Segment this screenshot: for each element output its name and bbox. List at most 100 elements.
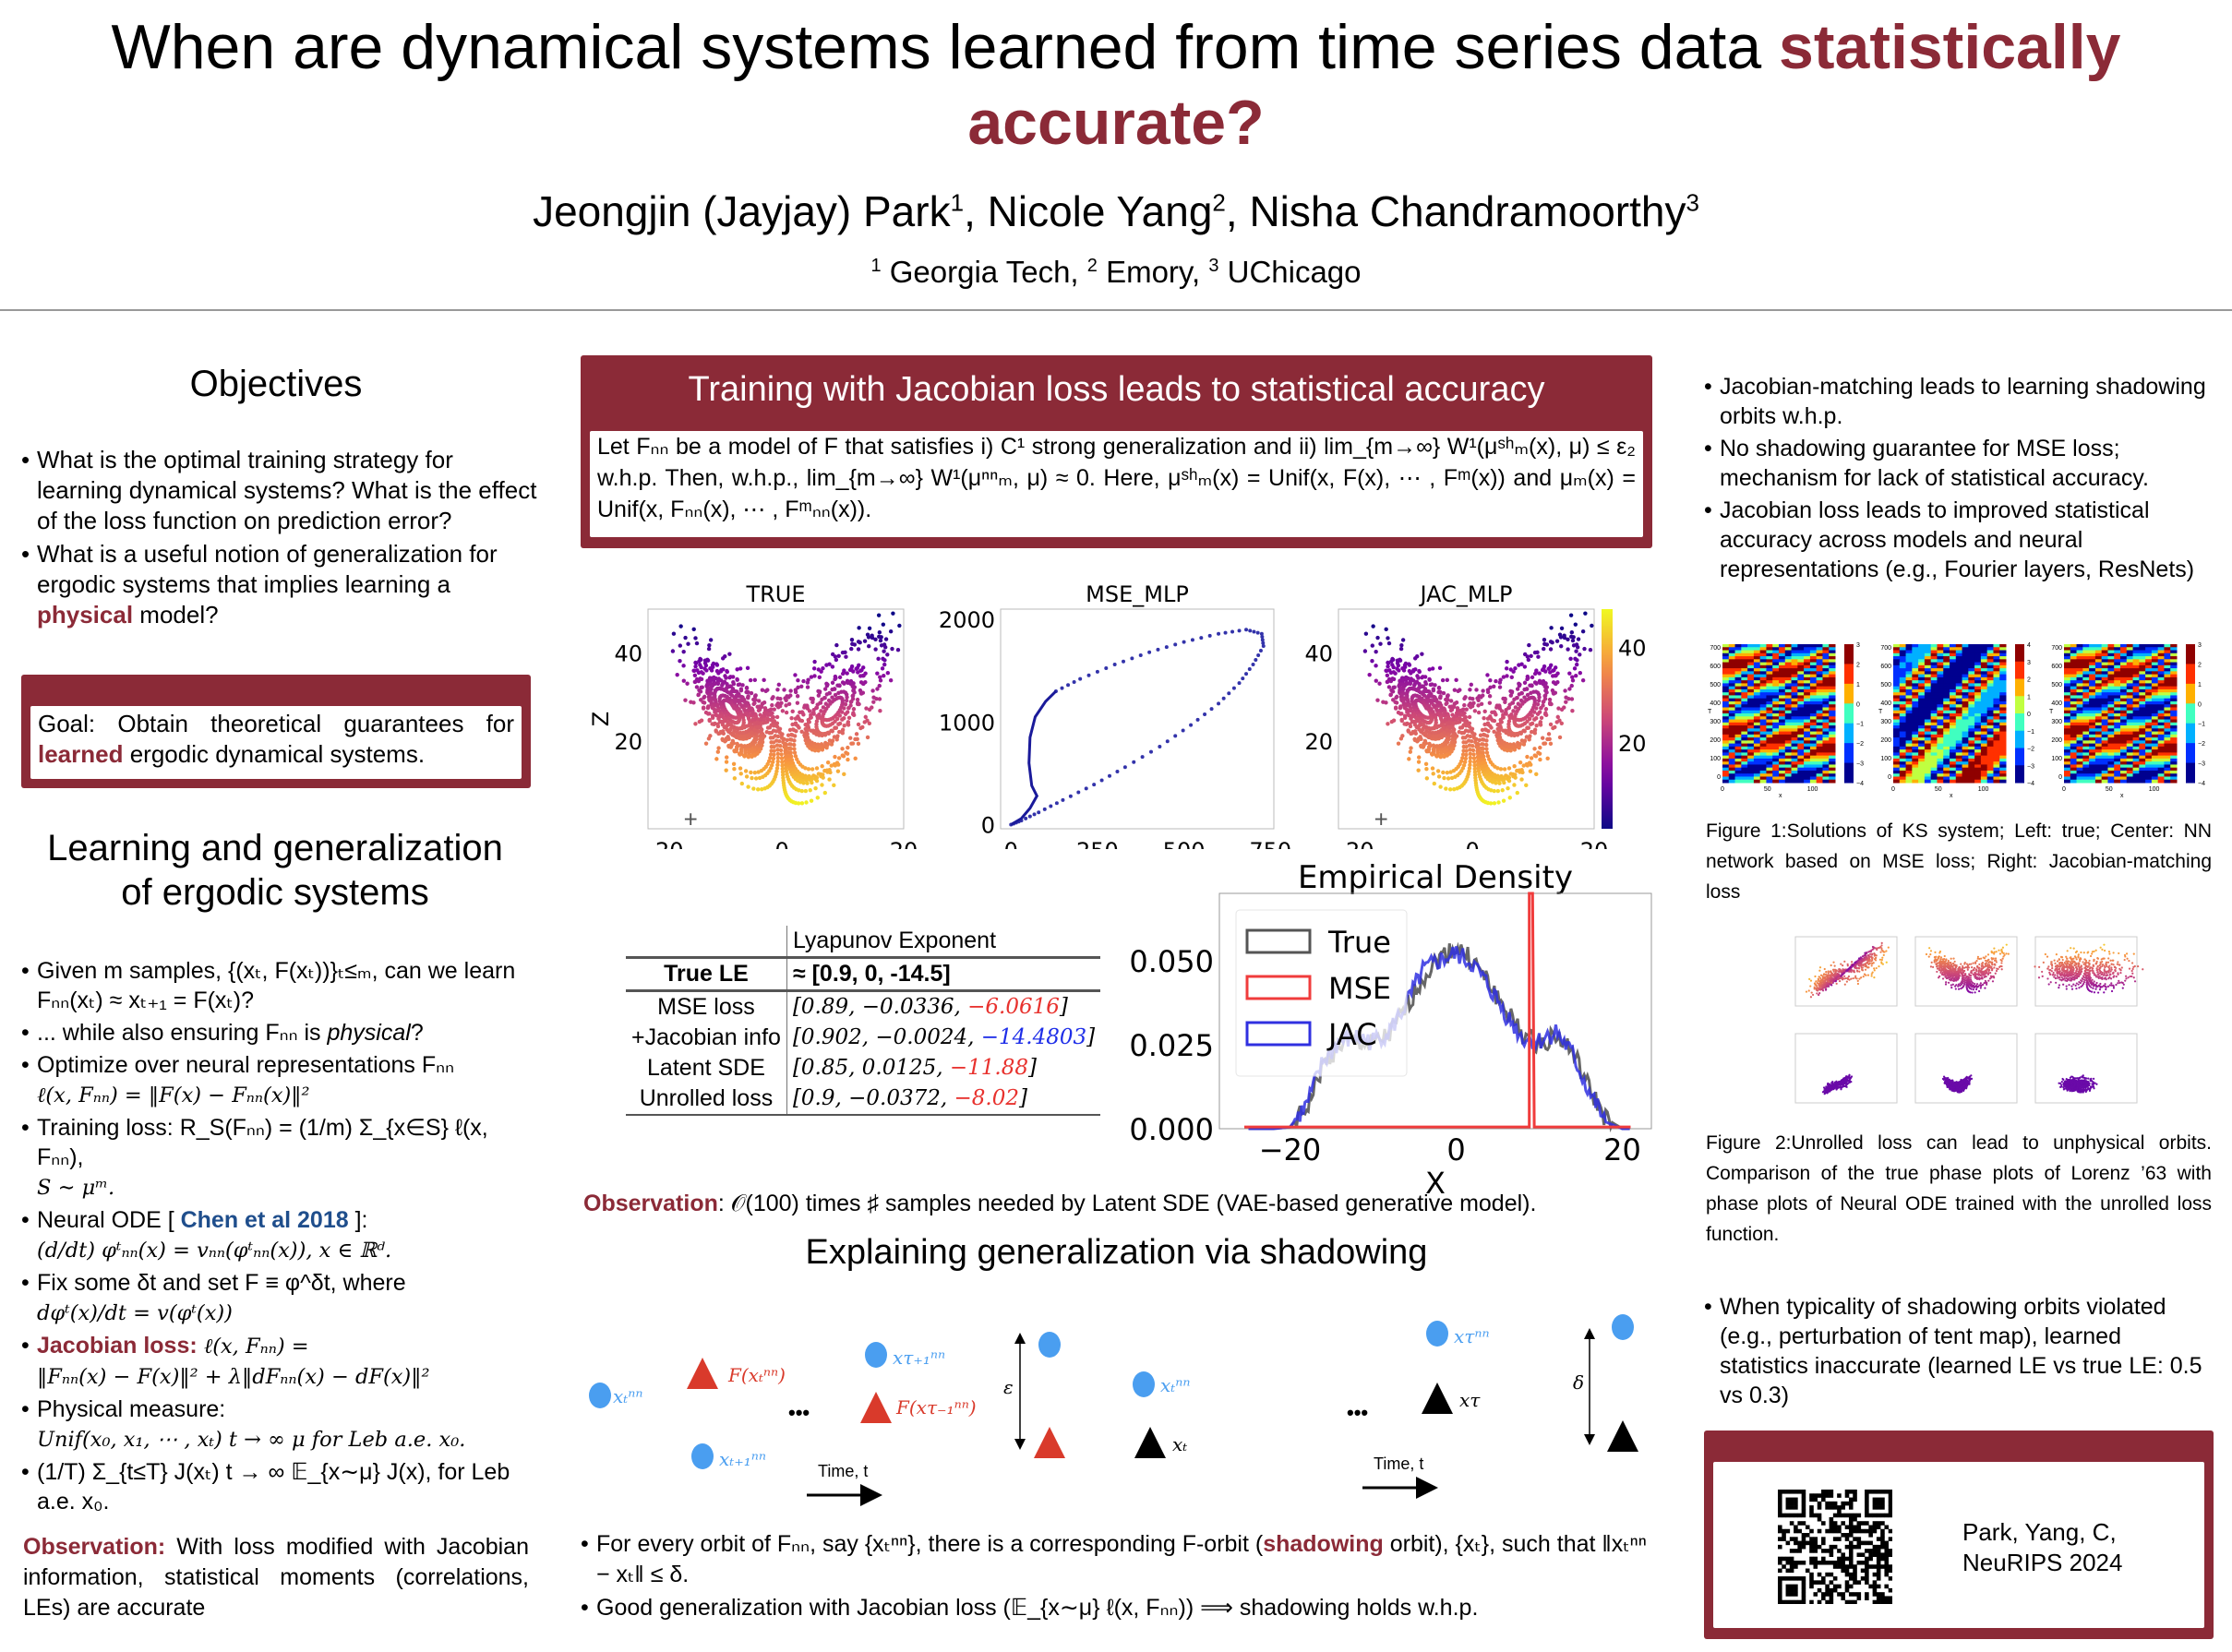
heatmap-cell (1893, 761, 1901, 765)
data-point (1027, 814, 1032, 819)
heatmap-cell (1822, 644, 1830, 648)
heatmap-cell (1809, 656, 1818, 660)
heatmap-cell (1930, 779, 1938, 784)
data-point (775, 751, 781, 756)
heatmap-cell (1829, 740, 1836, 745)
heatmap-cell (1741, 716, 1748, 721)
heatmap-cell (1722, 668, 1730, 672)
heatmap-cell (2064, 647, 2071, 652)
y-tick-label: 400 (1880, 700, 1891, 707)
heatmap-cell (1893, 700, 1901, 705)
heatmap-cell (1804, 728, 1811, 733)
data-point (1505, 748, 1510, 753)
data-point (1190, 638, 1194, 642)
heatmap-cell (1993, 680, 2000, 684)
heatmap-cell (1955, 734, 1963, 738)
data-point (1231, 686, 1236, 690)
data-point (832, 735, 837, 739)
data-point (715, 678, 721, 683)
colorbar-tick: 40 (1618, 635, 1647, 661)
heatmap-cell (1950, 773, 1957, 777)
heatmap-cell (1968, 713, 1975, 717)
heatmap-cell (1905, 731, 1913, 736)
heatmap-cell (1943, 773, 1950, 777)
data-point (885, 652, 890, 657)
heatmap-cell (1791, 688, 1798, 693)
data-point (1479, 701, 1484, 706)
data-point (860, 674, 865, 678)
heatmap-cell (1999, 716, 2007, 721)
data-point (1511, 709, 1516, 713)
heatmap-cell (2101, 695, 2108, 700)
heatmap-cell (1759, 758, 1767, 762)
ellipsis: ••• (1347, 1401, 1368, 1424)
data-point (1441, 690, 1446, 696)
heatmap-cell (1734, 719, 1742, 724)
heatmap-cell (2151, 686, 2159, 690)
data-point (1477, 746, 1482, 750)
heatmap-cell (1918, 767, 1926, 772)
data-point (1122, 765, 1127, 770)
heatmap-cell (2089, 700, 2096, 705)
heatmap-cell (1937, 755, 1944, 760)
heatmap-cell (1734, 700, 1742, 705)
heatmap-cell (1968, 683, 1975, 688)
heatmap-cell (1893, 662, 1901, 666)
data-point (1482, 715, 1486, 721)
heatmap-cell (1779, 686, 1786, 690)
heatmap-cell (1829, 776, 1836, 781)
heatmap-cell (1766, 652, 1773, 657)
heatmap-cell (1728, 683, 1736, 688)
heatmap-cell (1962, 734, 1969, 738)
heatmap-cell (1918, 743, 1926, 748)
diagram-label: ε (1003, 1376, 1014, 1398)
data-point (854, 666, 858, 671)
citation-link[interactable]: Chen et al 2018 (180, 1207, 349, 1233)
heatmap-cell (2089, 650, 2096, 654)
heatmap-cell (1899, 758, 1907, 762)
heatmap-cell (1918, 734, 1926, 738)
list-item: Physical measure:Unif(x₀, x₁, ⋯ , xₜ) t … (21, 1395, 538, 1454)
data-point (826, 698, 832, 703)
heatmap-cell (1955, 722, 1963, 726)
heatmap-cell (1974, 779, 1982, 784)
data-point (1513, 665, 1518, 671)
heatmap-cell (1980, 647, 1988, 652)
data-point (714, 709, 720, 713)
data-point (1497, 680, 1503, 685)
data-point (1534, 668, 1539, 673)
heatmap-cell (1741, 688, 1748, 693)
heatmap-cell (1893, 647, 1901, 652)
heatmap-cell (1741, 698, 1748, 702)
heatmap-cell (1741, 722, 1748, 726)
heatmap-cell (1918, 668, 1926, 672)
heatmap-cell (1741, 746, 1748, 750)
heatmap-cell (1816, 671, 1823, 676)
heatmap-cell (2070, 686, 2078, 690)
heatmap-cell (1955, 749, 1963, 753)
data-point (1472, 760, 1477, 764)
heatmap-cell (1968, 688, 1975, 693)
data-point (1488, 678, 1493, 683)
heatmap-cell (1766, 674, 1773, 678)
heatmap-cell (2151, 695, 2159, 700)
heatmap-cell (2120, 700, 2128, 705)
data-point (1489, 788, 1494, 793)
data-point (1454, 717, 1458, 722)
heatmap-cell (1791, 779, 1798, 784)
data-point (1408, 749, 1413, 754)
heatmap-cell (1943, 758, 1950, 762)
learning-observation: Observation: With loss modified with Jac… (23, 1534, 529, 1621)
heatmap-cell (2064, 644, 2071, 648)
heatmap-cell (1829, 725, 1836, 729)
data-point (691, 668, 696, 673)
data-point (1570, 709, 1575, 713)
heatmap-cell (2076, 676, 2083, 681)
heatmap-cell (1759, 686, 1767, 690)
heatmap-cell (1784, 776, 1793, 781)
data-point (746, 784, 750, 789)
heatmap-cell (2082, 671, 2090, 676)
theorem-text: Let Fₙₙ be a model of F that satisfies i… (590, 431, 1643, 537)
data-point (753, 693, 758, 698)
heatmap-cell (1747, 728, 1755, 733)
